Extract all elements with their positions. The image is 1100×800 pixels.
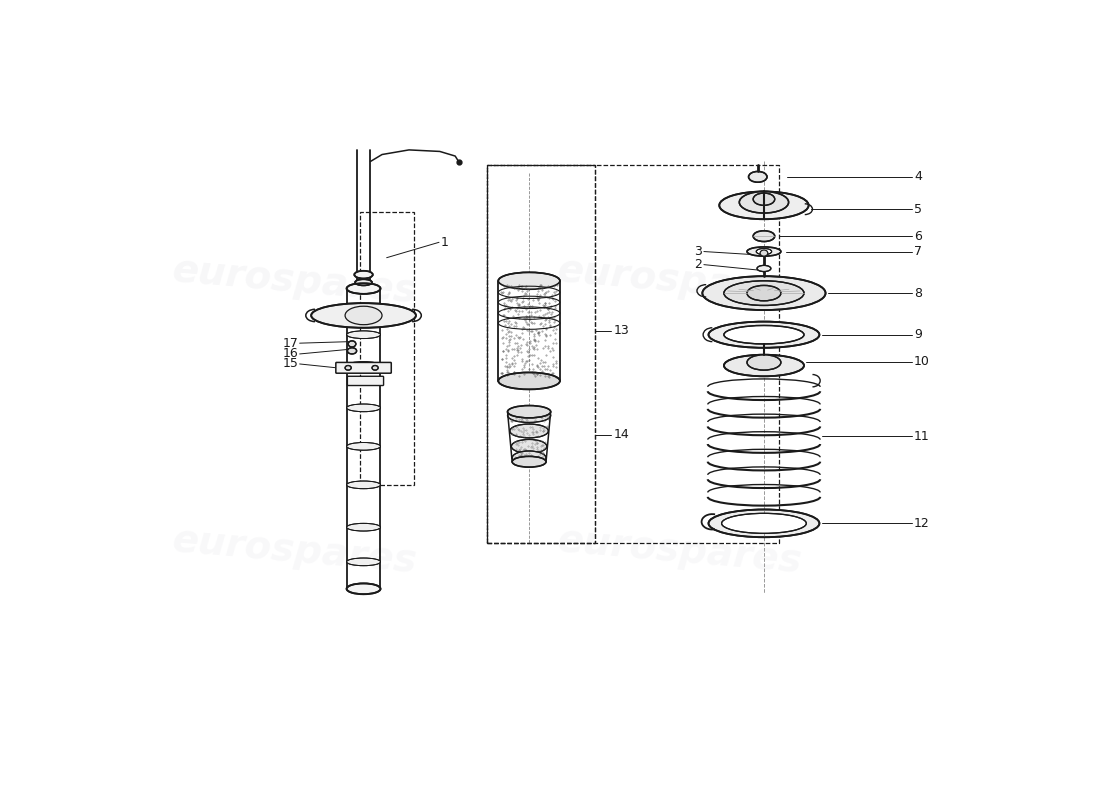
Ellipse shape xyxy=(757,266,771,271)
Ellipse shape xyxy=(708,322,820,348)
Ellipse shape xyxy=(512,439,547,454)
Text: 12: 12 xyxy=(914,517,929,530)
Ellipse shape xyxy=(754,230,774,242)
Text: 10: 10 xyxy=(914,355,929,368)
Text: 6: 6 xyxy=(914,230,922,242)
Ellipse shape xyxy=(513,456,546,467)
FancyBboxPatch shape xyxy=(348,376,384,386)
Ellipse shape xyxy=(355,279,372,286)
Text: 14: 14 xyxy=(614,428,629,442)
Text: 4: 4 xyxy=(914,170,922,183)
Ellipse shape xyxy=(724,326,804,344)
Text: eurospares: eurospares xyxy=(556,521,803,580)
Text: 8: 8 xyxy=(914,286,922,300)
Ellipse shape xyxy=(346,481,381,489)
Ellipse shape xyxy=(703,276,826,310)
Text: eurospares: eurospares xyxy=(170,251,418,310)
Ellipse shape xyxy=(346,283,381,294)
Ellipse shape xyxy=(346,331,381,338)
Text: 11: 11 xyxy=(914,430,929,443)
Text: 2: 2 xyxy=(694,258,703,271)
Text: 1: 1 xyxy=(440,236,449,249)
Text: 9: 9 xyxy=(914,328,922,341)
Ellipse shape xyxy=(754,193,774,206)
Ellipse shape xyxy=(722,514,806,534)
Ellipse shape xyxy=(346,558,381,566)
Ellipse shape xyxy=(346,442,381,450)
Ellipse shape xyxy=(724,354,804,376)
Ellipse shape xyxy=(346,583,381,594)
Ellipse shape xyxy=(708,510,820,538)
Text: 17: 17 xyxy=(283,337,298,350)
Ellipse shape xyxy=(507,409,551,422)
Ellipse shape xyxy=(719,191,808,219)
Text: eurospares: eurospares xyxy=(556,251,803,310)
Ellipse shape xyxy=(747,247,781,256)
Text: eurospares: eurospares xyxy=(170,521,418,580)
Text: 7: 7 xyxy=(914,245,922,258)
Ellipse shape xyxy=(747,286,781,301)
Bar xyxy=(486,166,594,542)
Ellipse shape xyxy=(311,303,416,328)
FancyBboxPatch shape xyxy=(336,362,392,373)
Bar xyxy=(486,166,779,542)
Text: 13: 13 xyxy=(614,324,629,338)
Ellipse shape xyxy=(498,272,560,290)
Ellipse shape xyxy=(354,270,373,278)
Ellipse shape xyxy=(513,451,546,465)
Ellipse shape xyxy=(724,281,804,306)
Ellipse shape xyxy=(757,249,772,254)
Ellipse shape xyxy=(348,348,356,354)
Ellipse shape xyxy=(372,366,378,370)
Ellipse shape xyxy=(748,171,767,182)
Ellipse shape xyxy=(498,373,560,390)
Ellipse shape xyxy=(346,404,381,412)
Text: 15: 15 xyxy=(283,358,298,370)
Ellipse shape xyxy=(345,306,382,325)
Ellipse shape xyxy=(346,362,381,370)
Bar xyxy=(360,211,414,485)
Ellipse shape xyxy=(739,191,789,213)
Ellipse shape xyxy=(747,354,781,370)
Text: 3: 3 xyxy=(694,245,703,258)
Ellipse shape xyxy=(345,366,351,370)
Text: 16: 16 xyxy=(283,347,298,361)
Bar xyxy=(486,166,594,542)
Ellipse shape xyxy=(507,406,551,418)
Ellipse shape xyxy=(348,341,356,347)
Text: 5: 5 xyxy=(914,202,922,216)
Ellipse shape xyxy=(510,424,548,438)
Ellipse shape xyxy=(346,523,381,531)
Ellipse shape xyxy=(760,250,768,256)
